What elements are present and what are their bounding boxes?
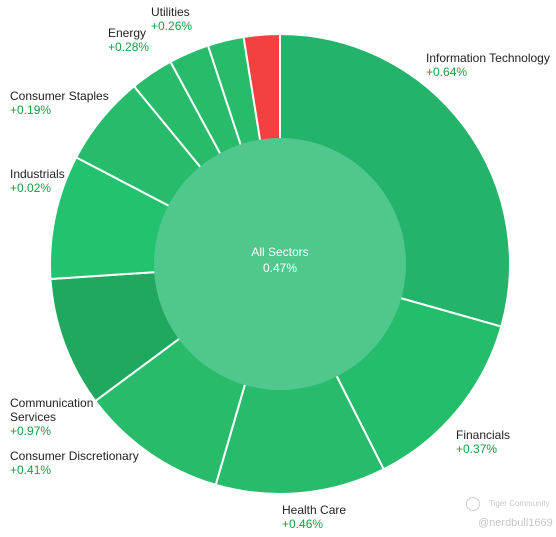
- label-financials-value: +0.37%: [456, 442, 497, 456]
- label-financials-name: Financials: [456, 428, 510, 442]
- label-industrials-value: +0.02%: [10, 181, 51, 195]
- label-utilities-value: +0.26%: [151, 19, 192, 33]
- label-utilities-name: Utilities: [151, 5, 190, 19]
- label-group: Information Technology+0.64%Financials+0…: [10, 5, 550, 531]
- watermark-logo-icon: [466, 497, 480, 511]
- label-industrials-name: Industrials: [10, 167, 65, 181]
- label-health-care-name: Health Care: [282, 503, 346, 517]
- center-disc: [154, 138, 406, 390]
- label-consumer-staples-name: Consumer Staples: [10, 89, 109, 103]
- label-consumer-discretionary-value: +0.41%: [10, 463, 51, 477]
- label-information-technology-name: Information Technology: [426, 51, 550, 65]
- watermark-handle: @nerdbull1669: [478, 517, 553, 529]
- label-communication-services-value: +0.97%: [10, 424, 51, 438]
- label-consumer-staples-value: +0.19%: [10, 103, 51, 117]
- center-label: All Sectors: [251, 245, 308, 259]
- label-communication-services-name-0: Communication: [10, 396, 93, 410]
- center-value: 0.47%: [263, 261, 297, 275]
- label-consumer-discretionary-name: Consumer Discretionary: [10, 449, 139, 463]
- label-communication-services-name-1: Services: [10, 410, 56, 424]
- label-energy-name: Energy: [108, 26, 146, 40]
- label-health-care-value: +0.46%: [282, 517, 323, 531]
- label-energy-value: +0.28%: [108, 40, 149, 54]
- watermark-brand: Tiger Community: [489, 499, 550, 508]
- label-information-technology-value: +0.64%: [426, 65, 467, 79]
